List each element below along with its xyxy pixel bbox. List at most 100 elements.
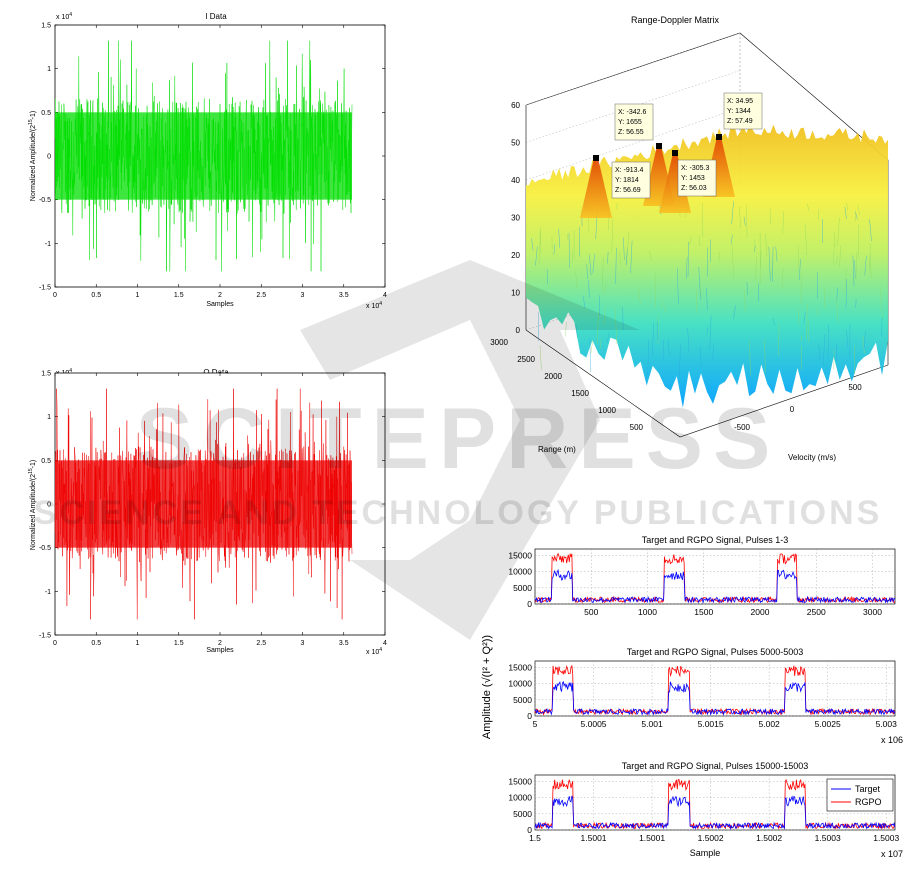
surface-streak (764, 339, 766, 374)
surface-streak (845, 279, 848, 309)
y-tick-label: 10000 (508, 793, 532, 803)
surface-streak (733, 305, 736, 320)
surface-streak (627, 231, 630, 253)
y-tick-label: 5000 (513, 583, 532, 593)
y-tick-label: 15000 (508, 662, 532, 672)
range-tick-label: 1500 (571, 389, 589, 398)
q-data-xlabel: Samples (206, 647, 234, 654)
surface-streak (868, 243, 871, 271)
surface-streak (602, 256, 604, 285)
surface-streak (582, 295, 586, 309)
surface-streak (862, 336, 865, 354)
surface-streak (603, 306, 606, 327)
i-data-xlabel: Samples (206, 301, 234, 308)
x-tick-label: 3 (301, 640, 305, 647)
surface-streak (837, 217, 840, 247)
datatip-line: Y: 1344 (727, 108, 751, 115)
datatip-line: Z: 57.49 (727, 118, 753, 125)
surface-streak (678, 344, 681, 378)
legend: Target RGPO (826, 778, 894, 812)
range-tick-label: 2500 (517, 355, 535, 364)
range-doppler-ylabel: Range (m) (538, 445, 576, 454)
surface-streak (818, 344, 821, 361)
q-data-y-exponent: x 104 (56, 368, 72, 377)
legend-label: Target (855, 784, 881, 794)
x-tick-label: 1.5003 (873, 833, 899, 843)
datatip-line: X: -913.4 (615, 167, 644, 174)
q-data-x-exponent: x 104 (366, 647, 382, 656)
velocity-tick-label: 500 (848, 383, 862, 392)
surface-streak (730, 234, 733, 244)
surface-streak (623, 237, 625, 260)
y-tick-label: 1.5 (41, 371, 51, 378)
datatip-line: X: -342.6 (618, 109, 647, 116)
x-tick-label: 2.5 (256, 640, 266, 647)
surface-streak (857, 205, 861, 216)
x-tick-label: 5 (533, 719, 538, 729)
signal-band (55, 112, 352, 200)
surface-streak (660, 300, 663, 309)
surface-streak (772, 246, 774, 282)
i-data-y-exponent: x 104 (56, 12, 72, 21)
pulse-title: Target and RGPO Signal, Pulses 1-3 (642, 535, 789, 545)
surface-streak (880, 286, 883, 319)
surface-streak (531, 238, 534, 251)
x-tick-label: 4 (383, 640, 387, 647)
x-tick-label: 2 (218, 292, 222, 299)
x-tick-label: 1 (136, 640, 140, 647)
surface-streak (806, 303, 808, 340)
surface-streak (846, 329, 849, 348)
surface-streak (755, 256, 757, 280)
x-tick-label: 0 (53, 640, 57, 647)
i-data-chart: I Data x 104 1.510.50-0.5-1-1.50 0.5 1 1.5 2… (28, 12, 387, 310)
surface-streak (744, 289, 746, 313)
x-tick-label: 5.002 (759, 719, 781, 729)
y-tick-label: 5000 (513, 695, 532, 705)
pulse-signal-line (534, 795, 896, 830)
surface-streak (738, 206, 742, 228)
datatip-line: Y: 1814 (615, 177, 639, 184)
legend-label: RGPO (855, 797, 882, 807)
surface-streak (712, 343, 715, 360)
surface-streak (746, 205, 748, 239)
y-tick-label: -1 (45, 241, 51, 248)
x-tick-label: 1000 (638, 607, 657, 617)
surface-streak (575, 324, 578, 339)
surface-streak (649, 250, 652, 261)
x-tick-label: 2 (218, 640, 222, 647)
surface-streak (565, 322, 567, 337)
pulse-signal-line (534, 568, 896, 604)
x-tick-label: 1.5001 (639, 833, 665, 843)
surface-streak (765, 234, 768, 257)
datatip-line: Z: 56.03 (681, 185, 707, 192)
surface-streak (535, 246, 538, 266)
surface-peak (659, 153, 691, 213)
surface-streak (844, 206, 847, 219)
surface-streak (619, 251, 621, 265)
surface-streak (616, 202, 618, 210)
surface-streak (540, 227, 542, 253)
x-tick-label: 1 (136, 292, 140, 299)
surface-streak (743, 216, 746, 226)
surface-streak (539, 345, 542, 371)
surface-streak (768, 246, 771, 282)
x-tick-label: 3 (301, 292, 305, 299)
surface-streak (597, 308, 599, 345)
surface-streak (586, 264, 588, 279)
surface-streak (778, 323, 780, 357)
surface-streak (706, 287, 708, 310)
surface-streak (799, 259, 801, 281)
surface-streak (775, 246, 778, 262)
y-tick-label: -1.5 (39, 633, 51, 640)
surface-streak (852, 255, 855, 287)
range-tick-label: 2000 (544, 372, 562, 381)
surface-streak (772, 318, 776, 326)
legend-box (826, 778, 894, 812)
surface-streak (589, 254, 592, 276)
datatip-box (723, 92, 763, 130)
pulse-chart-5000-5003: Target and RGPO Signal, Pulses 5000-5003… (508, 647, 903, 745)
surface-streak (588, 280, 590, 298)
range-tick-label: 1000 (598, 406, 616, 415)
surface-streak (836, 296, 839, 324)
x-tick-label: 0 (53, 292, 57, 299)
